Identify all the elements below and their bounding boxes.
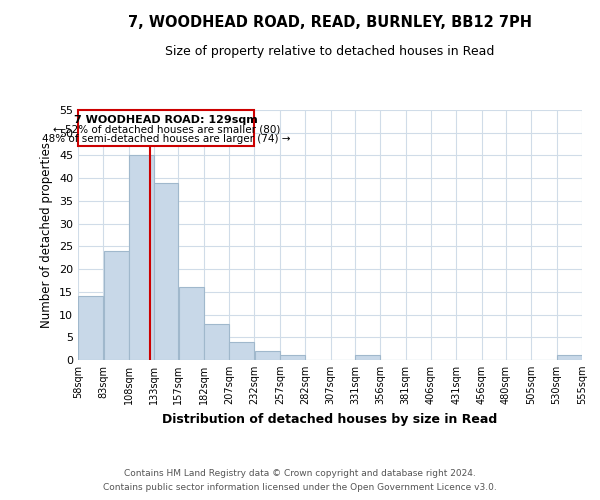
Bar	[154, 182, 178, 360]
Bar	[78, 296, 103, 360]
Bar	[229, 342, 254, 360]
Bar	[204, 324, 229, 360]
Bar	[129, 156, 154, 360]
Bar	[355, 356, 380, 360]
Text: Contains public sector information licensed under the Open Government Licence v3: Contains public sector information licen…	[103, 484, 497, 492]
Text: Contains HM Land Registry data © Crown copyright and database right 2024.: Contains HM Land Registry data © Crown c…	[124, 468, 476, 477]
Bar	[280, 356, 305, 360]
Bar	[179, 288, 203, 360]
X-axis label: Distribution of detached houses by size in Read: Distribution of detached houses by size …	[163, 412, 497, 426]
Text: 7, WOODHEAD ROAD, READ, BURNLEY, BB12 7PH: 7, WOODHEAD ROAD, READ, BURNLEY, BB12 7P…	[128, 15, 532, 30]
Bar	[104, 251, 128, 360]
Y-axis label: Number of detached properties: Number of detached properties	[40, 142, 53, 328]
Text: 7 WOODHEAD ROAD: 129sqm: 7 WOODHEAD ROAD: 129sqm	[74, 116, 258, 126]
FancyBboxPatch shape	[78, 110, 254, 146]
Text: Size of property relative to detached houses in Read: Size of property relative to detached ho…	[166, 45, 494, 58]
Bar	[557, 356, 582, 360]
Text: ← 52% of detached houses are smaller (80): ← 52% of detached houses are smaller (80…	[53, 124, 280, 134]
Text: 48% of semi-detached houses are larger (74) →: 48% of semi-detached houses are larger (…	[42, 134, 290, 143]
Bar	[254, 351, 280, 360]
